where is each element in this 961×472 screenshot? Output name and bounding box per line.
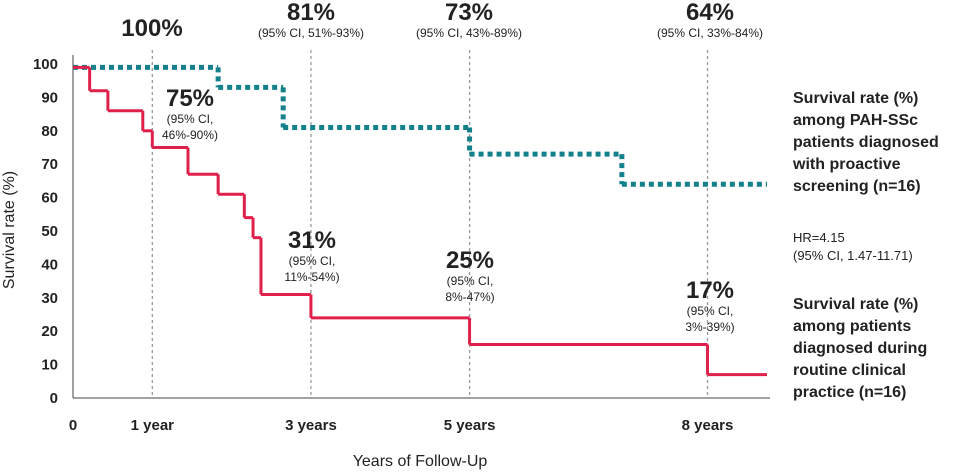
x-axis-label: Years of Follow-Up: [353, 453, 488, 470]
y-tick-label: 40: [41, 256, 58, 273]
annotation-ci: (95% CI,: [289, 254, 336, 268]
y-tick-label: 100: [33, 56, 58, 73]
legend-label: Survival rate (%): [793, 296, 918, 313]
annotation-ci: 3%-39%): [685, 320, 734, 334]
legend-label: routine clinical: [793, 362, 906, 379]
legend-label: among patients: [793, 318, 911, 335]
annotation-value: 17%: [686, 277, 734, 304]
annotation-ci: (95% CI, 51%-93%): [258, 26, 364, 40]
y-tick-label: 0: [50, 390, 58, 407]
legend-label: screening (n=16): [793, 178, 921, 195]
y-axis-label: Survival rate (%): [1, 171, 18, 289]
annotation-value: 25%: [446, 247, 494, 274]
annotation-value: 75%: [166, 85, 214, 112]
x-tick-label: 8 years: [682, 417, 734, 434]
y-tick-label: 10: [41, 357, 58, 374]
y-tick-label: 80: [41, 123, 58, 140]
x-tick-label: 5 years: [444, 417, 496, 434]
legend-label: among PAH-SSc: [793, 112, 918, 129]
y-tick-label: 50: [41, 223, 58, 240]
hr-note: (95% CI, 1.47-11.71): [793, 248, 913, 263]
annotation-ci: (95% CI, 33%-84%): [657, 26, 763, 40]
y-tick-label: 90: [41, 89, 58, 106]
y-tick-label: 60: [41, 190, 58, 207]
x-tick-label: 1 year: [131, 417, 175, 434]
annotation-ci: (95% CI,: [687, 304, 734, 318]
annotation-value: 73%: [445, 0, 493, 26]
legend-label: with proactive: [792, 156, 901, 173]
annotation-ci: (95% CI,: [447, 274, 494, 288]
annotation-value: 64%: [686, 0, 734, 26]
x-tick-label: 0: [69, 417, 77, 434]
legend-label: diagnosed during: [793, 340, 927, 357]
annotation-ci: 8%-47%): [445, 290, 494, 304]
y-tick-label: 70: [41, 156, 58, 173]
annotation-ci: 46%-90%): [162, 128, 218, 142]
annotation-ci: 11%-54%): [284, 270, 339, 284]
annotation-ci: (95% CI, 43%-89%): [416, 26, 522, 40]
legend-label: patients diagnosed: [793, 134, 939, 151]
annotation-value: 100%: [121, 15, 182, 42]
annotation-value: 31%: [288, 227, 336, 254]
annotation-value: 81%: [287, 0, 335, 26]
y-tick-label: 20: [41, 323, 58, 340]
y-tick-label: 30: [41, 290, 58, 307]
hr-note: HR=4.15: [793, 230, 845, 245]
annotation-ci: (95% CI,: [167, 112, 214, 126]
legend-label: Survival rate (%): [793, 90, 918, 107]
x-tick-label: 3 years: [285, 417, 337, 434]
legend-label: practice (n=16): [793, 384, 906, 401]
